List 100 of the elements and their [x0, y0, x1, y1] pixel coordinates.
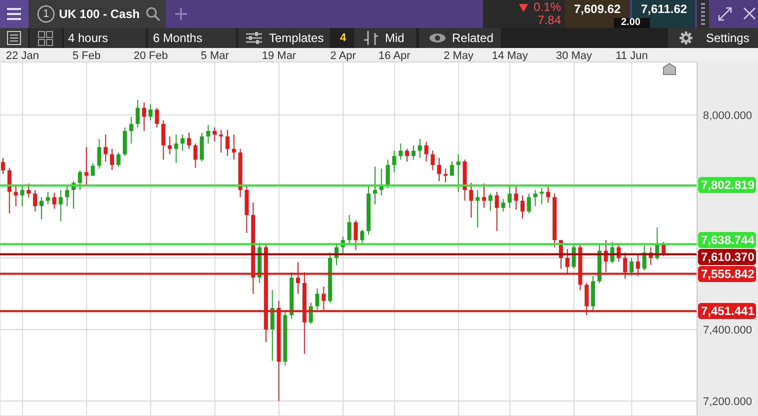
candlestick [225, 129, 230, 156]
x-tick-label: 11 Jun [616, 50, 648, 62]
candlestick [533, 190, 538, 207]
candlestick [526, 193, 531, 214]
candlestick [476, 190, 480, 228]
candlestick [174, 134, 178, 164]
x-tick-label: 14 May [492, 50, 528, 62]
candlestick [46, 191, 50, 205]
candlestick [168, 136, 172, 155]
x-tick-label: 20 Feb [134, 50, 168, 62]
text: 0.1% [534, 0, 561, 14]
text: 4 [340, 31, 346, 46]
candlestick [136, 99, 140, 128]
candlestick [469, 182, 474, 218]
candlestick [161, 120, 166, 160]
x-tick-label: 5 Feb [72, 50, 101, 62]
x-tick-label: 2 May [444, 50, 474, 62]
candlestick [630, 257, 634, 276]
candlestick [129, 116, 134, 144]
candlestick [398, 143, 403, 160]
candlestick [1, 157, 5, 174]
candlestick [508, 186, 512, 208]
x-tick-label: 30 May [556, 50, 593, 62]
candlestick [270, 290, 274, 362]
candlestick [7, 167, 12, 214]
y-tick-label: 7,200.000 [703, 396, 752, 408]
candlestick [122, 126, 127, 157]
candlestick [65, 186, 70, 207]
candlestick [450, 160, 454, 176]
candlestick [154, 107, 159, 128]
candlestick [206, 124, 210, 144]
candlestick [456, 154, 460, 192]
candlestick [219, 129, 224, 153]
candlestick [186, 132, 191, 150]
candlestick [494, 191, 499, 232]
candlestick [430, 150, 435, 171]
candlestick [33, 190, 38, 212]
candlestick [411, 144, 416, 160]
text: Related [452, 30, 494, 47]
candlestick [232, 134, 236, 160]
candlestick [372, 166, 377, 205]
candlestick [193, 143, 198, 168]
candlestick [212, 126, 217, 142]
candlestick [546, 186, 550, 204]
candlestick [514, 186, 518, 210]
text: Mid [385, 30, 404, 47]
text: 2.00 [621, 17, 640, 28]
candlestick [347, 214, 352, 244]
candlestick [437, 157, 442, 182]
candlestick [20, 186, 24, 207]
chart-title: UK 100 - Cash [59, 6, 140, 23]
text: 7,609.62 [574, 1, 621, 18]
candlestick [424, 141, 428, 162]
candlestick [501, 198, 506, 212]
candlestick [482, 183, 486, 208]
candlestick [379, 168, 384, 196]
candlestick [78, 170, 82, 191]
candlestick [520, 194, 524, 220]
ref-line-label: 7,610.370 [701, 249, 754, 266]
ref-line-label: 7,802.819 [701, 177, 754, 194]
candlestick [354, 220, 358, 251]
candlestick [488, 193, 492, 212]
x-tick-label: 5 Mar [200, 50, 230, 62]
text: 6 Months [153, 30, 202, 47]
candlestick [418, 138, 422, 158]
y-tick-label: 7,400.000 [703, 324, 752, 336]
text: 7.84 [538, 13, 561, 27]
candlestick [148, 104, 153, 121]
candlestick [104, 134, 108, 162]
candlestick [110, 148, 114, 170]
candlestick [97, 138, 102, 170]
candlestick [308, 302, 313, 325]
x-tick-label: 16 Apr [378, 50, 411, 62]
y-tick-label: 8,000.000 [703, 110, 752, 122]
candlestick [392, 150, 396, 173]
candlestick [360, 228, 364, 244]
candlestick [39, 196, 44, 220]
candlestick [116, 152, 120, 168]
text: 4 hours [68, 30, 108, 47]
ref-line-label: 7,638.744 [701, 232, 754, 248]
x-tick-label: 19 Mar [262, 50, 296, 62]
candlestick [90, 162, 95, 176]
ref-line-label: 7,555.842 [701, 266, 754, 282]
candlestick [180, 134, 185, 152]
candlestick [405, 148, 410, 162]
candlestick [84, 146, 88, 186]
candlestick [52, 192, 56, 210]
x-tick-label: 22 Jan [6, 50, 39, 62]
candlestick [142, 102, 146, 132]
text: Settings [706, 30, 750, 47]
candlestick [58, 190, 63, 222]
text: 1 [43, 7, 50, 22]
candlestick [315, 288, 320, 310]
candlestick [200, 132, 204, 162]
candlestick [386, 159, 390, 189]
x-tick-label: 2 Apr [330, 50, 356, 62]
candlestick [26, 183, 31, 198]
ref-line-label: 7,451.441 [701, 303, 754, 320]
text: Templates [269, 30, 324, 47]
candlestick [14, 184, 18, 207]
